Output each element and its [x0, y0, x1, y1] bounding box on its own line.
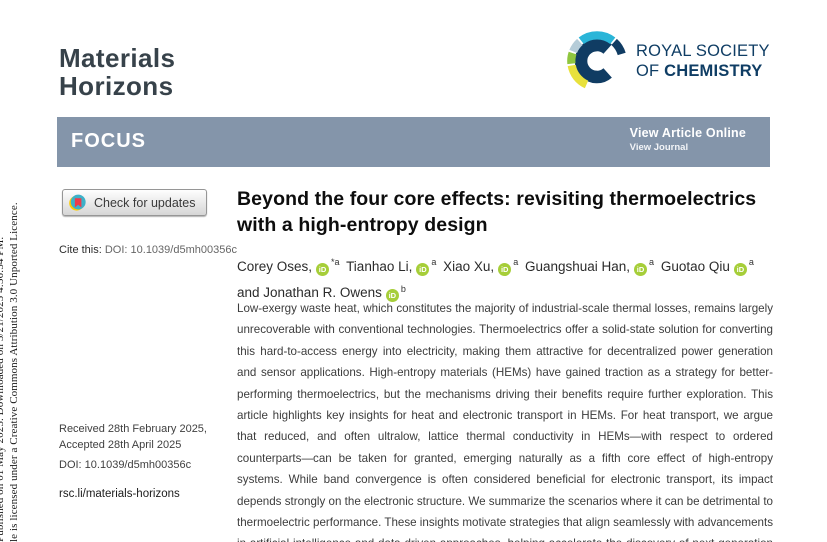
journal-url-link[interactable]: rsc.li/materials-horizons — [59, 488, 180, 500]
rsc-c-logo-icon — [567, 31, 626, 89]
crossmark-icon — [69, 194, 86, 211]
author-name: Corey Oses, — [237, 258, 313, 274]
author-affiliation: a — [649, 257, 655, 267]
author-name: and Jonathan R. Owens — [237, 285, 382, 300]
author: Guangshuai Han, iDa — [524, 257, 655, 276]
licence-note: le is licensed under a Creative Commons … — [8, 202, 20, 542]
author-name: Xiao Xu, — [443, 258, 495, 274]
cite-this-doi: DOI: 10.1039/d5mh00356c — [104, 244, 237, 256]
author-name: Guangshuai Han, — [524, 258, 631, 274]
publisher-name-line1: ROYAL SOCIETY — [636, 42, 770, 60]
section-banner: FOCUS View Article Online View Journal — [57, 117, 770, 167]
author: Xiao Xu, iDa — [443, 257, 519, 276]
view-journal-link[interactable]: View Journal — [629, 142, 689, 153]
author-list: Corey Oses, iD*a Tianhao Li, iDa Xiao Xu, i… — [237, 251, 777, 304]
received-accepted-block: Received 28th February 2025, Accepted 28… — [59, 421, 207, 453]
view-article-online-link[interactable]: View Article Online — [629, 126, 746, 140]
author: Guotao Qiu iDa — [660, 257, 754, 276]
author-name: Guotao Qiu — [660, 258, 730, 274]
cite-this-prefix: Cite this: — [59, 244, 105, 256]
journal-title-line2: Horizons — [59, 71, 174, 101]
orcid-icon[interactable]: iD — [316, 262, 330, 276]
author-affiliation: a — [513, 257, 519, 267]
author: Corey Oses, iD*a — [237, 257, 340, 276]
published-downloaded-note: Published on 01 May 2025. Downloaded on … — [0, 236, 6, 542]
journal-title-line1: Materials — [59, 43, 176, 73]
article-title: Beyond the four core effects: revisiting… — [237, 188, 757, 236]
orcid-icon[interactable]: iD — [634, 262, 648, 276]
publisher-name: ROYAL SOCIETY OF CHEMISTRY — [636, 41, 770, 81]
publisher-logo: ROYAL SOCIETY OF CHEMISTRY — [566, 29, 770, 93]
doi-line: DOI: 10.1039/d5mh00356c — [59, 459, 192, 471]
publisher-name-line2: OF CHEMISTRY — [636, 62, 763, 80]
check-for-updates-label: Check for updates — [94, 195, 196, 210]
author-affiliation: a — [431, 257, 437, 267]
orcid-icon[interactable]: iD — [733, 262, 747, 276]
abstract-text: Low-exergy waste heat, which constitutes… — [237, 302, 773, 542]
orcid-icon[interactable]: iD — [385, 289, 399, 302]
author-affiliation: b — [400, 283, 406, 294]
check-for-updates-button[interactable]: Check for updates — [62, 189, 208, 216]
accepted-date: Accepted 28th April 2025 — [59, 439, 182, 451]
author-affiliation: *a — [331, 257, 340, 267]
orcid-icon[interactable]: iD — [416, 262, 430, 276]
author: and Jonathan R. Owens iDb — [237, 283, 406, 302]
journal-title: Materials Horizons — [59, 44, 175, 100]
received-date: Received 28th February 2025, — [59, 423, 207, 435]
author: Tianhao Li, iDa — [346, 257, 437, 276]
author-affiliation: a — [748, 257, 754, 267]
orcid-icon[interactable]: iD — [498, 262, 512, 276]
author-name: Tianhao Li, — [346, 258, 413, 274]
section-label: FOCUS — [71, 130, 146, 152]
banner-links: View Article Online View Journal — [630, 126, 746, 153]
cite-this-line: Cite this: DOI: 10.1039/d5mh00356c — [59, 244, 237, 256]
